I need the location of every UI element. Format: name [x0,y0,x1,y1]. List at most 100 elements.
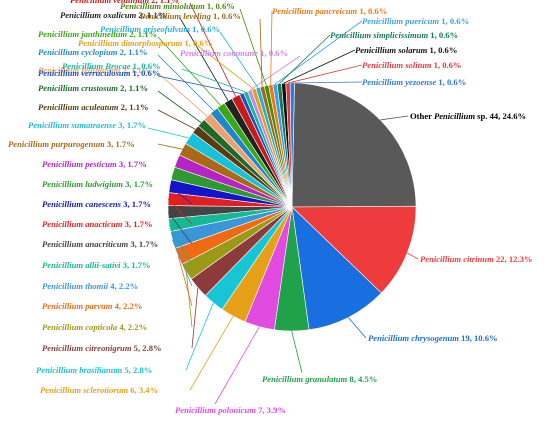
leader-line-38 [292,81,363,84]
leader-line-33 [270,10,273,85]
slice-label-value: 2, 1.1% [136,10,166,20]
slice-label-name: Penicillium polonicum [175,405,256,415]
leader-line-27 [181,68,246,93]
slice-label-1: Penicillium citrinum 22, 12.3% [420,254,532,264]
slice-labels: Other Penicillium sp. 44, 24.6% Penicilli… [8,0,532,415]
slice-label-name: Penicillium puericum [362,16,439,26]
leader-line-13 [167,198,193,225]
slice-label-36: Penicillium solarum 1, 0.6% [355,45,457,55]
slice-label-24: Penicillium oxalicum 2, 1.1% [60,10,166,20]
leader-line-30 [219,31,259,88]
slice-label-35: Penicillium simplicissimum 1, 0.6% [330,30,458,40]
slice-label-name: Penicillium Brocae [62,61,131,71]
leader-line-6 [185,302,214,371]
slice-label-value: 22, 12.3% [494,254,533,264]
slice-label-name: Penicillium oxalicum [60,10,136,20]
slice-label-name: Penicillium canescens [42,199,122,209]
slice-label-name: Penicillium griseofulvum [100,24,190,34]
slice-label-25: Penicillium velutinum 2, 1.1% [70,0,179,5]
slice-label-value: 3, 1.7% [123,179,153,189]
slice-label-value: 2, 1.1% [117,47,147,57]
slice-label-name: Penicillium cyclopium [38,47,118,57]
slice-label-name: Penicillium leveling [140,11,212,21]
pie-slices [167,82,417,332]
slice-label-31: Penicillium leveling 1, 0.6% [140,11,241,21]
slice-label-13: Penicillium anacticum 3, 1.7% [42,219,153,229]
slice-label-2: Penicillium chrysogenum 19, 10.6% [368,333,498,343]
slice-label-5: Penicillium sclerotiorum 6, 3.4% [40,385,158,395]
slice-label-name: Penicillium citreonigrum [42,343,132,353]
slice-label-name: Penicillium pancreicum [272,6,358,16]
slice-label-name: Penicillium pesticum [42,159,117,169]
slice-label-0: Other Penicillium sp. 44, 24.6% [410,111,526,121]
slice-label-value: 1, 0.6% [439,16,469,26]
slice-label-value: 3, 1.7% [117,159,147,169]
slice-label-7: Penicillium citreonigrum 5, 2.8% [42,343,162,353]
leader-line-18 [147,127,190,139]
slice-label-name: Penicillium velutinum [70,0,149,5]
slice-label-name: Penicillium thomii [42,281,109,291]
slice-label-11: Penicillium allii-sativi 3, 1.7% [42,260,151,270]
leader-lines [147,2,419,405]
slice-label-19: Penicillium aculeatum 2, 1.1% [38,102,149,112]
slice-label-name: Penicillium janthinellum [38,29,127,39]
slice-label-value: 8, 4.5% [347,374,377,384]
slice-label-name: Penicillium simplicissimum [330,30,428,40]
slice-label-value: 3, 1.7% [122,219,152,229]
leader-line-3 [291,330,303,374]
leader-line-9 [177,256,193,307]
leader-line-15 [172,173,193,185]
slice-label-name: Penicillium crustosum [38,83,118,93]
slice-label-name: Penicillium anacriticum [42,239,128,249]
slice-label-value: 3, 1.7% [105,139,135,149]
leader-line-29 [197,45,255,90]
leader-line-24 [179,17,229,101]
slice-label-name: Penicillium brasilianum [36,365,123,375]
slice-label-23: Penicillium janthinellum 2, 1.1% [38,29,157,39]
slice-label-27: Penicillium Brocae 1, 0.6% [62,61,161,71]
slice-label-28: Penicillium commune 1, 0.6% [180,48,288,58]
slice-label-33: Penicillium pancreicum 1, 0.6% [272,6,387,16]
slice-label-name: Penicillium parvum [42,301,113,311]
slice-label-26: Penicillium verruculosum 1, 0.6% [38,68,160,78]
slice-label-value: sp. 44, 24.6% [475,111,526,121]
slice-label-value: 4, 2.2% [108,281,138,291]
leader-line-10 [172,239,193,287]
slice-label-6: Penicillium brasilianum 5, 2.8% [36,365,152,375]
leader-line-1 [406,252,419,260]
slice-label-10: Penicillium thomii 4, 2.2% [42,281,138,291]
slice-label-3: Penicillium granulatum 8, 4.5% [262,374,377,384]
leader-line-32 [239,8,267,86]
leader-line-28 [249,55,301,91]
slice-label-name: Penicillium allii-sativi [42,260,121,270]
slice-label-value: 1, 0.6% [436,77,466,87]
slice-label-32: Penicillium miniolutum 1, 0.6% [120,1,235,11]
slice-label-value: 1, 0.6% [431,60,461,70]
slice-label-name: Penicillium verruculosum [38,68,131,78]
slice-label-value: 1, 0.6% [258,48,288,58]
slice-label-name: Penicillium sclerotiorum [40,385,128,395]
slice-label-name: Penicillium sumatraense [28,120,116,130]
slice-label-value: 2, 1.1% [127,29,157,39]
slice-label-name: Penicillium purpurogenum [8,139,105,149]
leader-line-0 [380,115,409,121]
slice-label-value: 2, 1.1% [118,102,148,112]
leader-line-14 [169,185,193,205]
pie-slice-1 [291,205,417,294]
leader-line-35 [278,34,331,84]
leader-line-5 [189,315,234,391]
leader-line-20 [157,90,202,123]
slice-label-name: Penicillium fellutanum [38,65,121,75]
slice-label-value: 4, 2.2% [112,301,142,311]
slice-label-value: 1, 0.6% [205,1,235,11]
slice-label-name: Penicillium commune [180,48,258,58]
leader-line-8 [185,271,193,328]
leader-line-37 [287,64,363,84]
slice-label-value: 19, 10.6% [459,333,498,343]
slice-label-value: 2, 1.1% [120,65,150,75]
slice-label-value: 4, 2.2% [117,322,147,332]
leader-line-19 [157,109,196,130]
slice-label-17: Penicillium purpurogenum 3, 1.7% [8,139,135,149]
leader-line-17 [157,143,183,150]
